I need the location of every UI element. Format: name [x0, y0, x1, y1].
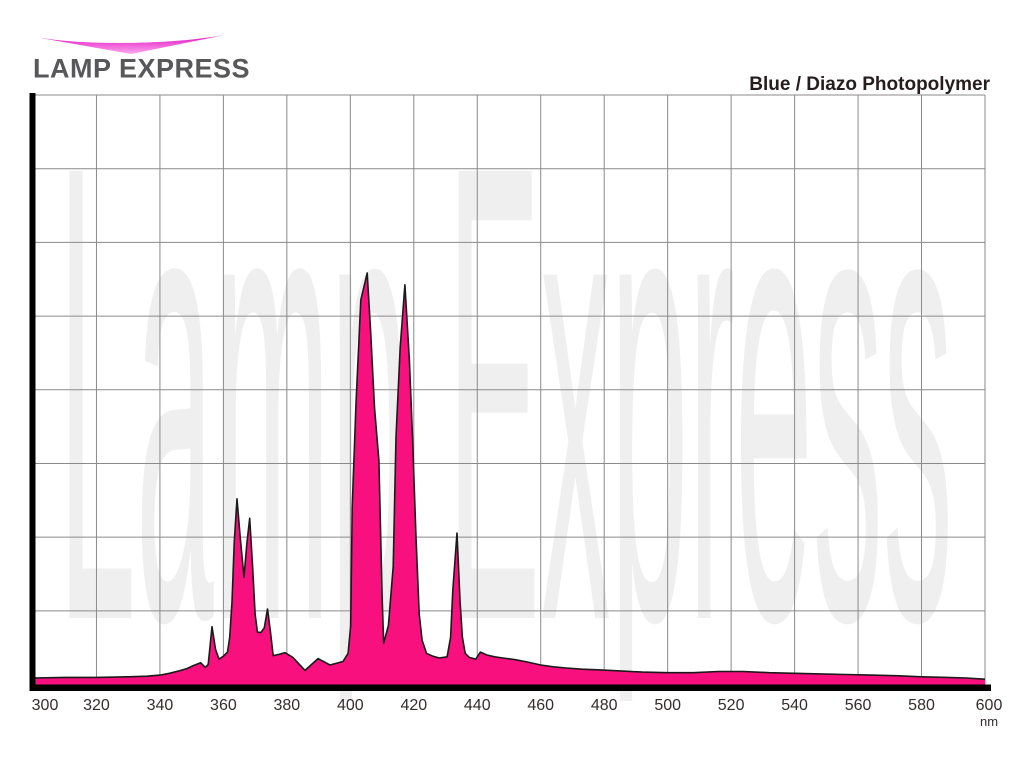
x-tick-label: 360	[210, 697, 237, 714]
x-tick-label: 440	[464, 697, 491, 714]
x-tick-label: 600	[976, 697, 1003, 714]
logo-wordmark: LAMP EXPRESS	[33, 54, 250, 84]
x-tick-label: 460	[527, 697, 554, 714]
x-tick-label: 520	[718, 697, 745, 714]
lamp-express-swoosh-icon	[35, 34, 227, 54]
chart-title: Blue / Diazo Photopolymer	[749, 74, 990, 95]
x-tick-label: 380	[274, 697, 301, 714]
x-tick-label: 320	[83, 697, 110, 714]
x-tick-label: 560	[845, 697, 872, 714]
x-tick-label: 500	[654, 697, 681, 714]
x-tick-label: 400	[337, 697, 364, 714]
x-axis-line	[29, 684, 991, 691]
watermark-text: Lamp Express	[58, 29, 953, 760]
x-axis-tick-labels: 300 320 340 360 380 400 420 440 460 480 500 520 540 5…	[32, 697, 1003, 729]
x-tick-label: 480	[591, 697, 618, 714]
y-axis-line	[29, 93, 36, 691]
watermark-layer: Lamp Express	[58, 29, 953, 760]
x-tick-label: 580	[908, 697, 935, 714]
x-tick-label: 300	[32, 697, 59, 714]
spectrum-outline	[32, 272, 986, 680]
x-tick-label: 540	[781, 697, 808, 714]
x-tick-label: 420	[400, 697, 427, 714]
x-tick-label: 340	[147, 697, 174, 714]
grid-layer	[33, 94, 986, 685]
x-axis-unit-label: nm	[980, 714, 998, 729]
